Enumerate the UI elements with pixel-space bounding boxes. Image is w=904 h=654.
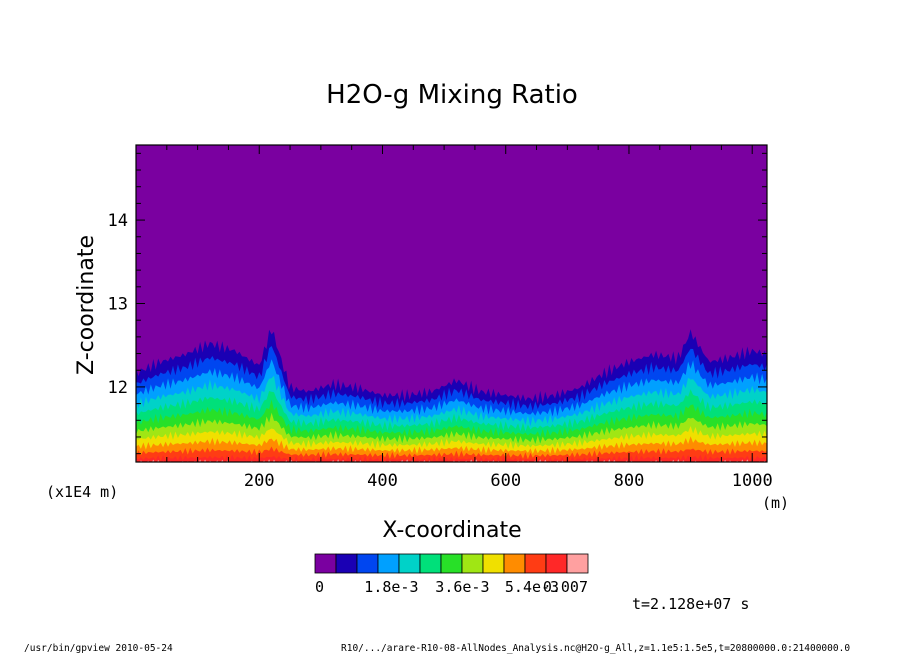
footer-left: /usr/bin/gpview 2010-05-24 <box>24 643 173 654</box>
colorbar-swatch <box>524 553 547 574</box>
colorbar-swatch <box>419 553 442 574</box>
x-tick-label: 600 <box>490 471 521 491</box>
colorbar-swatch <box>356 553 379 574</box>
time-label: t=2.128e+07 s <box>632 595 749 613</box>
contour-level-12 <box>136 459 767 462</box>
colorbar-swatch <box>545 553 568 574</box>
colorbar-swatch <box>566 553 589 574</box>
y-scale-note: (x1E4 m) <box>46 483 118 501</box>
x-tick-label: 1000 <box>732 471 773 491</box>
x-tick-label: 400 <box>367 471 398 491</box>
colorbar-swatch <box>461 553 484 574</box>
footer-right: R10/.../arare-R10-08-AllNodes_Analysis.n… <box>341 643 850 654</box>
colorbar-label: 1.8e-3 <box>364 578 418 596</box>
x-unit-label: (m) <box>762 494 789 512</box>
y-axis: 12 13 14 <box>108 152 767 455</box>
colorbar-swatch <box>440 553 463 574</box>
colorbar <box>314 553 589 574</box>
colorbar-labels: 0 1.8e-3 3.6e-3 5.4e-30.007 <box>315 578 588 596</box>
x-tick-label: 200 <box>244 471 275 491</box>
plot-area <box>136 145 767 462</box>
y-tick-label: 14 <box>108 211 128 231</box>
chart-title: H2O-g Mixing Ratio <box>326 80 578 110</box>
colorbar-swatch <box>314 553 337 574</box>
colorbar-swatch <box>335 553 358 574</box>
y-tick-label: 13 <box>108 295 128 315</box>
colorbar-label: 5.4e-3 <box>505 578 559 596</box>
colorbar-swatch <box>482 553 505 574</box>
colorbar-label: 0.007 <box>543 578 588 596</box>
y-axis-label: Z-coordinate <box>74 235 99 375</box>
colorbar-swatch <box>398 553 421 574</box>
colorbar-label: 3.6e-3 <box>435 578 489 596</box>
x-axis: 200 400 600 800 1000 <box>166 145 773 491</box>
x-axis-label: X-coordinate <box>382 518 521 543</box>
colorbar-swatch <box>377 553 400 574</box>
colorbar-swatch <box>503 553 526 574</box>
y-tick-label: 12 <box>108 378 128 398</box>
colorbar-label: 0 <box>315 578 324 596</box>
x-tick-label: 800 <box>614 471 645 491</box>
